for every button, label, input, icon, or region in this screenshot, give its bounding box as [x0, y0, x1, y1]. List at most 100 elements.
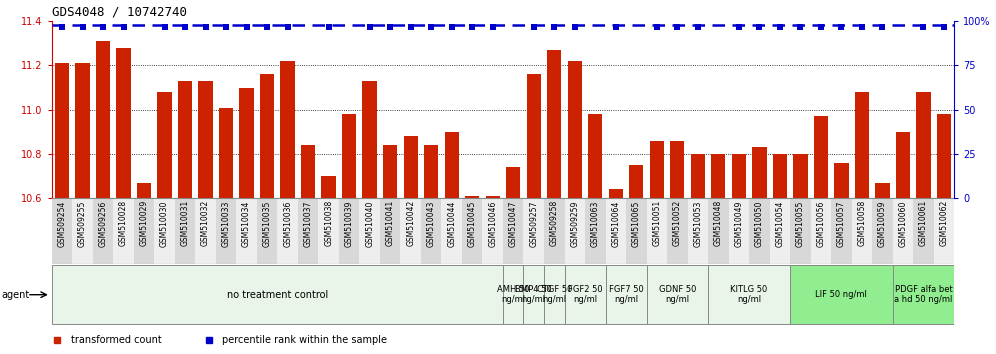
Bar: [117, 48, 130, 198]
Bar: [301, 145, 316, 198]
Bar: [814, 116, 828, 198]
Bar: [93, 198, 114, 264]
Bar: [52, 265, 503, 324]
Bar: [379, 198, 400, 264]
Bar: [708, 198, 729, 264]
Bar: [360, 198, 379, 264]
Bar: [524, 265, 544, 324]
Text: GSM510065: GSM510065: [631, 200, 640, 247]
Bar: [690, 154, 705, 198]
Bar: [811, 198, 831, 264]
Bar: [835, 163, 849, 198]
Text: GSM510030: GSM510030: [160, 200, 169, 247]
Bar: [400, 198, 421, 264]
Bar: [219, 108, 233, 198]
Bar: [646, 265, 708, 324]
Bar: [403, 136, 418, 198]
Bar: [770, 198, 790, 264]
Bar: [933, 198, 954, 264]
Bar: [749, 198, 770, 264]
Bar: [646, 198, 667, 264]
Bar: [547, 50, 562, 198]
Text: GSM510028: GSM510028: [120, 200, 128, 246]
Text: GSM510035: GSM510035: [263, 200, 272, 247]
Bar: [606, 265, 646, 324]
Text: GSM510048: GSM510048: [714, 200, 723, 246]
Text: GSM510050: GSM510050: [755, 200, 764, 247]
Bar: [588, 114, 603, 198]
Text: GSM510046: GSM510046: [488, 200, 497, 247]
Bar: [670, 141, 684, 198]
Bar: [281, 61, 295, 198]
Bar: [195, 198, 216, 264]
Text: GSM510057: GSM510057: [837, 200, 846, 247]
Bar: [424, 145, 438, 198]
Text: GDNF 50
ng/ml: GDNF 50 ng/ml: [658, 285, 696, 304]
Bar: [916, 92, 930, 198]
Bar: [462, 198, 482, 264]
Text: GSM510043: GSM510043: [426, 200, 435, 247]
Bar: [342, 114, 357, 198]
Bar: [503, 265, 524, 324]
Bar: [544, 265, 565, 324]
Bar: [667, 198, 687, 264]
Text: GSM510040: GSM510040: [366, 200, 374, 247]
Text: PDGF alfa bet
a hd 50 ng/ml: PDGF alfa bet a hd 50 ng/ml: [894, 285, 952, 304]
Bar: [465, 196, 479, 198]
Bar: [790, 265, 892, 324]
Text: GSM510038: GSM510038: [324, 200, 333, 246]
Bar: [73, 198, 93, 264]
Text: GSM510060: GSM510060: [898, 200, 907, 247]
Bar: [732, 154, 746, 198]
Text: GSM510058: GSM510058: [858, 200, 867, 246]
Text: GSM510042: GSM510042: [406, 200, 415, 246]
Bar: [260, 74, 274, 198]
Bar: [55, 63, 70, 198]
Bar: [485, 196, 500, 198]
Text: GSM510064: GSM510064: [612, 200, 621, 247]
Bar: [444, 132, 459, 198]
Bar: [852, 198, 872, 264]
Text: GSM510034: GSM510034: [242, 200, 251, 247]
Bar: [524, 198, 544, 264]
Bar: [711, 154, 725, 198]
Bar: [790, 198, 811, 264]
Bar: [236, 198, 257, 264]
Text: GDS4048 / 10742740: GDS4048 / 10742740: [52, 6, 187, 19]
Bar: [752, 147, 767, 198]
Text: GSM510055: GSM510055: [796, 200, 805, 247]
Text: GSM510062: GSM510062: [939, 200, 948, 246]
Text: KITLG 50
ng/ml: KITLG 50 ng/ml: [730, 285, 768, 304]
Text: GSM510059: GSM510059: [877, 200, 886, 247]
Bar: [157, 92, 171, 198]
Bar: [239, 88, 254, 198]
Bar: [729, 198, 749, 264]
Bar: [936, 114, 951, 198]
Text: GSM510031: GSM510031: [180, 200, 189, 246]
Text: GSM510056: GSM510056: [817, 200, 826, 247]
Text: GSM510037: GSM510037: [304, 200, 313, 247]
Bar: [626, 198, 646, 264]
Text: GSM509258: GSM509258: [550, 200, 559, 246]
Bar: [565, 198, 585, 264]
Bar: [506, 167, 521, 198]
Bar: [76, 63, 90, 198]
Text: FGF7 50
ng/ml: FGF7 50 ng/ml: [609, 285, 643, 304]
Text: GSM510054: GSM510054: [775, 200, 784, 247]
Text: agent: agent: [1, 290, 29, 300]
Text: GSM509256: GSM509256: [99, 200, 108, 247]
Bar: [831, 198, 852, 264]
Bar: [322, 176, 336, 198]
Text: GSM509255: GSM509255: [78, 200, 87, 247]
Bar: [892, 198, 913, 264]
Bar: [609, 189, 622, 198]
Bar: [198, 81, 213, 198]
Text: GSM510052: GSM510052: [673, 200, 682, 246]
Bar: [178, 81, 192, 198]
Text: BMP4 50
ng/ml: BMP4 50 ng/ml: [516, 285, 552, 304]
Bar: [363, 81, 376, 198]
Bar: [136, 183, 151, 198]
Bar: [565, 265, 606, 324]
Text: GSM510039: GSM510039: [345, 200, 354, 247]
Text: GSM510044: GSM510044: [447, 200, 456, 247]
